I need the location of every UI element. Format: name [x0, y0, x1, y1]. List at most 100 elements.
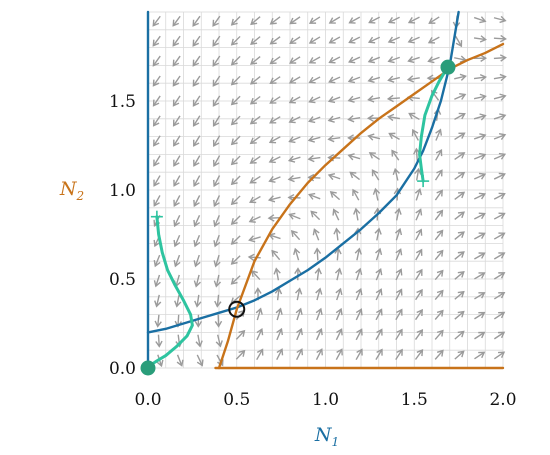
vector-arrow-head	[289, 57, 297, 64]
vector-arrow-shaft	[388, 115, 400, 120]
vector-arrow-head	[499, 93, 507, 101]
vector-arrow-head	[498, 152, 507, 160]
vector-arrow-shaft	[473, 193, 486, 200]
vector-arrow-head	[367, 133, 375, 141]
vector-arrow-shaft	[335, 328, 343, 341]
vector-arrow-shaft	[352, 189, 360, 201]
vector-arrow-shaft	[355, 268, 361, 281]
vector-arrow-shaft	[250, 135, 261, 144]
vector-arrow-shaft	[153, 195, 161, 207]
vector-arrow-head	[287, 174, 295, 183]
vector-arrow-shaft	[375, 309, 383, 321]
vector-arrow-head	[212, 139, 220, 147]
vector-arrow-shaft	[355, 309, 362, 321]
vector-arrow-shaft	[174, 254, 181, 267]
vector-arrow-shaft	[231, 155, 241, 165]
y-axis-label-sub: 2	[75, 189, 84, 203]
vector-arrow-head	[436, 309, 444, 317]
vector-arrow-shaft	[249, 256, 261, 259]
y-tick-label: 1.5	[109, 92, 136, 112]
vector-arrow-head	[498, 232, 506, 239]
x-tick-label: 1.5	[401, 390, 428, 410]
vector-arrow-shaft	[336, 288, 342, 301]
vector-arrow-head	[348, 17, 356, 24]
x-axis-label-main: N	[314, 424, 333, 446]
vector-arrow-head	[269, 37, 277, 45]
y-tick-label: 0.0	[109, 359, 136, 379]
vector-arrow-head	[212, 99, 220, 107]
vector-arrow-head	[498, 172, 506, 180]
vector-arrow-head	[288, 77, 297, 84]
vector-arrow-shaft	[309, 56, 321, 64]
vector-arrow-shaft	[395, 309, 403, 321]
vector-arrow-head	[250, 38, 258, 45]
vector-arrow-head	[394, 227, 403, 236]
vector-arrow-shaft	[192, 75, 201, 87]
vector-arrow-head	[479, 133, 487, 141]
vector-arrow-head	[313, 247, 322, 255]
vector-arrow-head	[296, 327, 303, 336]
vector-arrow-head	[152, 19, 160, 27]
vector-arrow-head	[457, 290, 465, 298]
vector-arrow-shaft	[493, 193, 505, 200]
y-axis-label: N2	[59, 178, 84, 203]
vector-arrow-shaft	[269, 234, 281, 240]
vector-arrow-shaft	[212, 15, 221, 27]
vector-arrow-head	[154, 300, 162, 308]
vector-arrow-head	[411, 128, 419, 137]
vector-arrow-head	[458, 112, 466, 120]
vector-arrow-shaft	[349, 36, 361, 44]
vector-arrow-shaft	[196, 354, 203, 366]
vector-arrow-head	[275, 307, 283, 315]
vector-arrow-head	[336, 328, 343, 336]
vector-arrow-shaft	[173, 175, 181, 187]
vector-arrow-shaft	[329, 36, 341, 44]
vector-arrow-shaft	[152, 35, 161, 47]
vector-arrow-shaft	[275, 268, 280, 281]
vector-arrow-head	[436, 249, 444, 257]
vector-arrow-shaft	[231, 35, 241, 46]
vector-arrow-head	[247, 253, 255, 262]
vector-arrow-shaft	[376, 228, 380, 241]
vector-arrow-shaft	[473, 153, 486, 160]
vector-arrow-head	[230, 277, 238, 285]
vector-arrow-head	[215, 340, 223, 348]
vector-arrow-shaft	[231, 195, 241, 205]
vector-arrow-shaft	[355, 349, 363, 361]
vector-arrow-shaft	[408, 77, 420, 81]
y-tick-label: 1.0	[109, 181, 136, 201]
vector-arrow-shaft	[395, 289, 403, 301]
vector-arrow-shaft	[316, 268, 320, 281]
vector-arrow-head	[387, 75, 395, 83]
vector-arrow-head	[407, 17, 416, 24]
vector-arrow-shaft	[408, 112, 420, 121]
vector-arrow-shaft	[193, 135, 201, 147]
vector-arrow-head	[388, 132, 396, 140]
vector-arrow-shaft	[473, 134, 486, 140]
vector-arrow-shaft	[474, 252, 485, 260]
vector-arrow-head	[392, 167, 400, 176]
y-axis-label-main: N	[59, 178, 78, 200]
vector-arrow-shaft	[192, 35, 201, 47]
vector-arrow-shaft	[493, 75, 506, 80]
vector-arrow-shaft	[316, 248, 319, 261]
vector-arrow-head	[173, 260, 181, 268]
vector-arrow-shaft	[214, 234, 220, 247]
vector-arrow-head	[250, 18, 258, 26]
vector-arrow-shaft	[289, 116, 301, 123]
vector-arrow-head	[192, 39, 200, 47]
vector-arrow-head	[230, 218, 238, 226]
vector-arrow-head	[172, 39, 180, 47]
vector-arrow-shaft	[173, 135, 181, 147]
vector-arrow-head	[193, 240, 201, 248]
vector-arrow-shaft	[375, 248, 381, 261]
vector-arrow-head	[387, 16, 396, 24]
vector-arrow-shaft	[434, 310, 444, 320]
x-axis-label-sub: 1	[331, 435, 339, 449]
vector-arrow-shaft	[316, 308, 322, 321]
vector-arrow-shaft	[213, 175, 221, 187]
vector-arrow-head	[333, 227, 341, 235]
vector-arrow-head	[214, 320, 223, 328]
vector-arrow-head	[479, 35, 487, 43]
vector-arrow-shaft	[388, 76, 400, 81]
